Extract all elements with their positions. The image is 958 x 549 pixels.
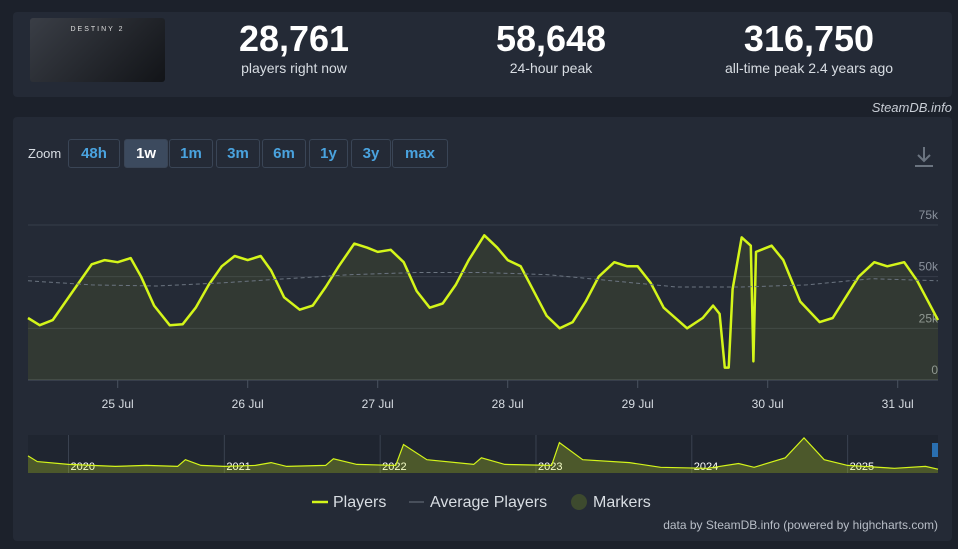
area	[28, 235, 938, 380]
zoom-button[interactable]: max	[392, 139, 448, 168]
stat-value: 28,761	[238, 18, 350, 59]
navigator-handle[interactable]	[932, 443, 938, 457]
zoom-label: Zoom	[28, 146, 62, 161]
credit: data by SteamDB.info (powered by highcha…	[663, 518, 938, 532]
x-tick-label: 25 Jul	[102, 397, 134, 411]
navigator-label: 2025	[850, 461, 874, 473]
zoom-button[interactable]: 1y	[309, 139, 348, 168]
game-logo: DESTINY 2	[30, 18, 165, 82]
zoom-button[interactable]: 1w	[124, 139, 168, 168]
download-icon[interactable]	[915, 147, 933, 167]
x-tick-label: 26 Jul	[232, 397, 264, 411]
legend-symbol	[571, 494, 587, 510]
stat: 28,761 players right now	[184, 18, 404, 77]
x-tick-label: 29 Jul	[622, 397, 654, 411]
stat-label: players right now	[241, 60, 347, 76]
players-line	[27, 234, 940, 369]
zoom-button[interactable]: 6m	[262, 139, 306, 168]
zoom-button[interactable]: 3y	[351, 139, 391, 168]
stat-value: 316,750	[743, 18, 875, 59]
x-tick-label: 28 Jul	[492, 397, 524, 411]
legend-label: Markers	[593, 494, 651, 511]
navigator-label: 2020	[71, 461, 95, 473]
navigator-area	[28, 437, 938, 473]
stat-label: 24-hour peak	[509, 60, 593, 76]
y-tick-label: 50k	[919, 260, 939, 274]
navigator-label: 2022	[382, 461, 406, 473]
y-tick-label: 0	[931, 363, 938, 377]
y-tick-label: 75k	[919, 208, 939, 222]
zoom-button[interactable]: 48h	[68, 139, 120, 168]
x-tick-label: 30 Jul	[752, 397, 784, 411]
legend-label: Players	[333, 494, 386, 511]
x-tick-label: 27 Jul	[362, 397, 394, 411]
source: SteamDB.info	[871, 100, 952, 115]
stat: 58,648 24-hour peak	[441, 18, 661, 77]
zoom-button[interactable]: 3m	[216, 139, 260, 168]
navigator-label: 2023	[538, 461, 562, 473]
navigator-bg	[28, 435, 938, 473]
navigator-label: 2024	[694, 461, 718, 473]
stat: 316,750 all-time peak 2.4 years ago	[699, 18, 919, 77]
stats-panel	[13, 12, 952, 97]
navigator-label: 2021	[226, 461, 250, 473]
stat-label: all-time peak 2.4 years ago	[724, 60, 894, 76]
navigator-line	[27, 437, 939, 470]
legend-label: Average Players	[430, 494, 547, 511]
zoom-button[interactable]: 1m	[169, 139, 213, 168]
average-line	[27, 272, 939, 288]
stat-value: 58,648	[495, 18, 607, 59]
x-tick-label: 31 Jul	[882, 397, 914, 411]
